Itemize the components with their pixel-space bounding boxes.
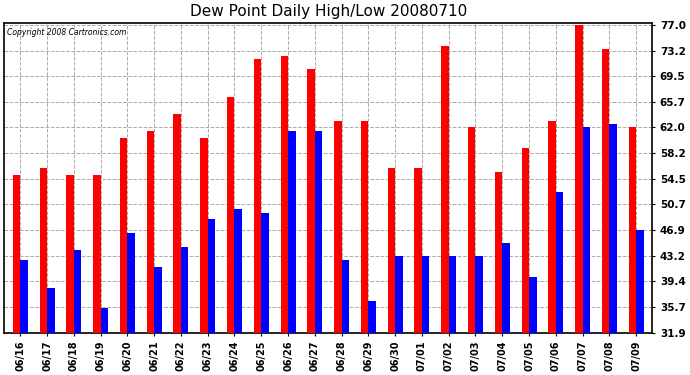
- Bar: [415, 168, 422, 333]
- Bar: [47, 288, 55, 333]
- Bar: [181, 247, 188, 333]
- Bar: [74, 250, 81, 333]
- Bar: [154, 267, 161, 333]
- Bar: [147, 131, 154, 333]
- Bar: [475, 255, 483, 333]
- Bar: [39, 168, 47, 333]
- Bar: [93, 175, 101, 333]
- Bar: [468, 128, 475, 333]
- Bar: [307, 69, 315, 333]
- Bar: [66, 175, 74, 333]
- Bar: [448, 255, 456, 333]
- Bar: [120, 138, 128, 333]
- Bar: [609, 124, 617, 333]
- Bar: [101, 308, 108, 333]
- Bar: [342, 260, 349, 333]
- Bar: [636, 230, 644, 333]
- Bar: [368, 301, 376, 333]
- Bar: [281, 56, 288, 333]
- Bar: [629, 128, 636, 333]
- Bar: [555, 192, 563, 333]
- Bar: [602, 49, 609, 333]
- Bar: [549, 121, 555, 333]
- Bar: [582, 128, 590, 333]
- Bar: [254, 59, 262, 333]
- Text: Copyright 2008 Cartronics.com: Copyright 2008 Cartronics.com: [8, 28, 127, 37]
- Bar: [422, 255, 429, 333]
- Bar: [173, 114, 181, 333]
- Title: Dew Point Daily High/Low 20080710: Dew Point Daily High/Low 20080710: [190, 4, 467, 19]
- Bar: [208, 219, 215, 333]
- Bar: [20, 260, 28, 333]
- Bar: [522, 148, 529, 333]
- Bar: [200, 138, 208, 333]
- Bar: [361, 121, 368, 333]
- Bar: [441, 46, 449, 333]
- Bar: [575, 25, 582, 333]
- Bar: [315, 131, 322, 333]
- Bar: [495, 172, 502, 333]
- Bar: [502, 243, 510, 333]
- Bar: [529, 278, 537, 333]
- Bar: [128, 233, 135, 333]
- Bar: [388, 168, 395, 333]
- Bar: [235, 209, 242, 333]
- Bar: [227, 97, 235, 333]
- Bar: [12, 175, 20, 333]
- Bar: [262, 213, 268, 333]
- Bar: [395, 255, 403, 333]
- Bar: [288, 131, 295, 333]
- Bar: [334, 121, 342, 333]
